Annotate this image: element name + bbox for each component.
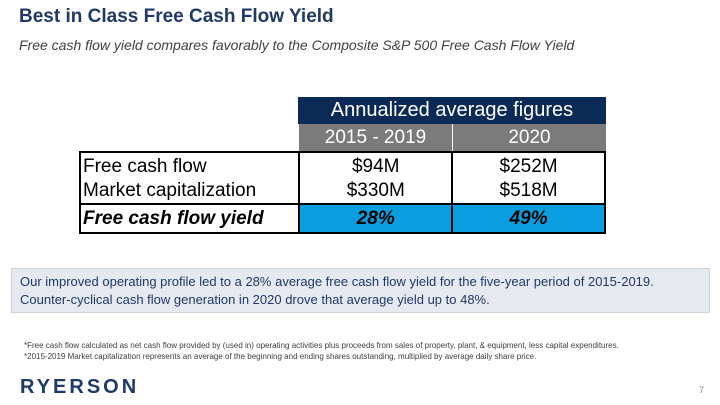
cell-value-highlight: 28% bbox=[298, 205, 452, 232]
column-header-2015-2019: 2015 - 2019 bbox=[298, 124, 452, 151]
table-body: Free cash flow $94M $252M Market capital… bbox=[79, 151, 606, 234]
footnote: *Free cash flow calculated as net cash f… bbox=[24, 341, 619, 350]
slide-title: Best in Class Free Cash Flow Yield bbox=[19, 6, 334, 27]
row-label: Market capitalization bbox=[83, 179, 257, 201]
cell-value: $518M bbox=[451, 178, 604, 203]
callout-line-1: Our improved operating profile led to a … bbox=[20, 274, 654, 289]
callout-line-2: Counter-cyclical cash flow generation in… bbox=[20, 292, 490, 307]
table-row: Free cash flow $94M $252M bbox=[81, 153, 604, 178]
footnote: *2015-2019 Market capitalization represe… bbox=[24, 352, 537, 361]
table-row-highlight: Free cash flow yield 28% 49% bbox=[81, 203, 604, 232]
cell-value: $330M bbox=[298, 178, 451, 203]
table-corner-blank-2 bbox=[79, 124, 298, 151]
callout-box: Our improved operating profile led to a … bbox=[11, 268, 710, 313]
table-row: Market capitalization $330M $518M bbox=[81, 178, 604, 203]
slide-subtitle: Free cash flow yield compares favorably … bbox=[19, 37, 575, 53]
table-column-header-row: 2015 - 2019 2020 bbox=[79, 124, 606, 151]
row-label: Free cash flow bbox=[83, 155, 207, 177]
cell-value: $94M bbox=[298, 153, 451, 178]
row-label: Free cash flow yield bbox=[83, 207, 264, 229]
annualized-header: Annualized average figures bbox=[298, 97, 606, 124]
footnotes: *Free cash flow calculated as net cash f… bbox=[24, 340, 619, 362]
cash-flow-table: Annualized average figures 2015 - 2019 2… bbox=[79, 97, 606, 234]
column-header-2020: 2020 bbox=[452, 124, 606, 151]
page-number: 7 bbox=[698, 385, 704, 395]
ryerson-logo: RYERSON bbox=[20, 376, 140, 398]
cell-value-highlight: 49% bbox=[451, 205, 604, 232]
cell-value: $252M bbox=[451, 153, 604, 178]
table-corner-blank bbox=[79, 97, 298, 124]
table-group-header-row: Annualized average figures bbox=[79, 97, 606, 124]
